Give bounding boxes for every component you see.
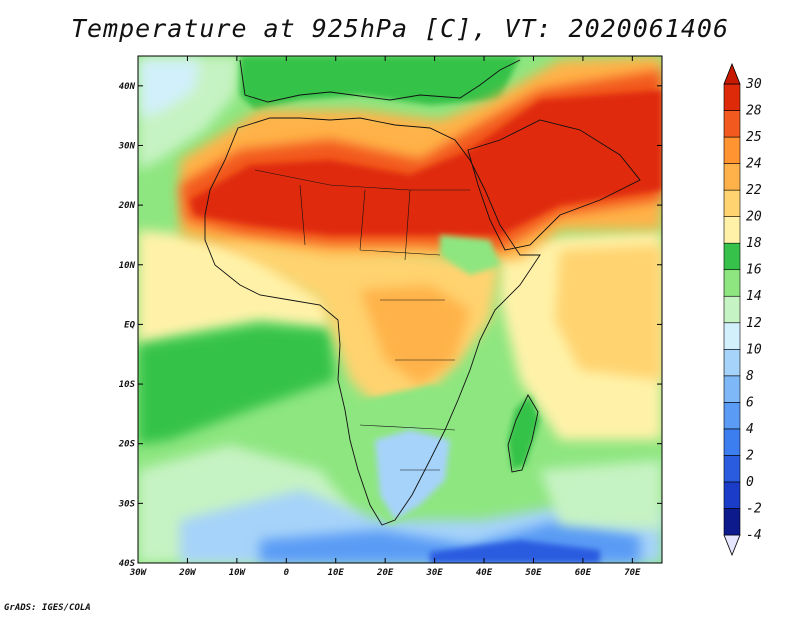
- colorbar-bin: [723, 455, 741, 483]
- colorbar-bin: [723, 216, 741, 244]
- colorbar-bin: [723, 428, 741, 456]
- field-indian-ocean-warmer: [555, 245, 662, 380]
- field-europe-green: [240, 56, 520, 110]
- colorbar-label: 10: [746, 342, 762, 357]
- lat-tick-label: 20N: [118, 201, 136, 211]
- lon-tick-label: 20W: [178, 568, 197, 578]
- colorbar-bin: [723, 269, 741, 297]
- field-madagascar-green: [508, 395, 540, 470]
- colorbar-label: 2: [746, 448, 754, 463]
- grads-credit: GrADS: IGES/COLA: [4, 603, 91, 613]
- colorbar-label: 6: [746, 395, 754, 410]
- colorbar-label: -2: [746, 501, 762, 516]
- lat-tick-label: 20S: [118, 440, 136, 450]
- colorbar-label: 30: [745, 77, 762, 92]
- colorbar-label: 28: [746, 104, 762, 119]
- lat-tick-label: EQ: [124, 320, 135, 330]
- colorbar-label: 14: [746, 289, 762, 304]
- map-title: Temperature at 925hPa [C], VT: 202006140…: [70, 14, 730, 43]
- colorbar-bin: [723, 242, 741, 271]
- arabia-coastline: [467, 119, 641, 251]
- colorbar-label: 16: [746, 263, 762, 278]
- lon-tick-label: 60E: [575, 568, 592, 578]
- colorbar-label: 4: [746, 422, 754, 437]
- colorbar-label: 25: [746, 130, 762, 145]
- temperature-field: [138, 56, 662, 563]
- colorbar-bin: [723, 348, 741, 377]
- lat-tick-label: 40N: [119, 82, 136, 92]
- colorbar-bin: [723, 508, 741, 536]
- lat-tick-label: 10S: [119, 380, 136, 390]
- colorbar-bin: [723, 83, 741, 111]
- field-tropical-atlantic-warm: [138, 230, 330, 345]
- colorbar-label: 22: [746, 183, 762, 198]
- lat-tick-label: 30S: [118, 499, 136, 509]
- lat-tick-label: 40S: [119, 559, 136, 569]
- colorbar-bin: [723, 402, 741, 430]
- field-east-africa-green: [440, 235, 500, 275]
- field-southern-africa-cold: [375, 430, 450, 520]
- lon-tick-label: 70E: [624, 568, 641, 578]
- plot-frame: [137, 55, 663, 564]
- coastlines: [204, 59, 641, 526]
- colorbar-bin: [723, 481, 741, 509]
- colorbar-label: 24: [746, 157, 762, 172]
- field-south-indian-pale: [540, 460, 662, 530]
- field-south-atlantic-mid: [138, 325, 335, 445]
- lon-tick-label: 50E: [525, 568, 542, 578]
- colorbar-label: 0: [746, 475, 754, 490]
- lon-tick-label: 10W: [229, 568, 247, 578]
- field-north-atlantic-cyan: [140, 60, 200, 118]
- colorbar-bin: [723, 322, 741, 350]
- colorbar-bin: [723, 110, 741, 138]
- colorbar-top-triangle: [723, 62, 741, 85]
- colorbar-label: 12: [746, 316, 762, 331]
- colorbar-label: 20: [746, 210, 762, 225]
- colorbar-bin: [723, 295, 741, 324]
- field-sahara-hottest: [190, 90, 662, 235]
- colorbar-bin: [723, 375, 741, 403]
- lon-tick-label: 10E: [328, 568, 345, 578]
- colorbar-bin: [723, 136, 741, 164]
- border-lines: [254, 169, 470, 471]
- lon-tick-label: 30E: [425, 568, 443, 578]
- lon-tick-label: 20E: [376, 568, 394, 578]
- field-south-ocean-coldest: [430, 540, 600, 563]
- colorbar-bin: [723, 163, 741, 191]
- lon-tick-label: 0: [284, 568, 290, 578]
- lat-tick-label: 10N: [119, 261, 136, 271]
- colorbar-label: -4: [746, 528, 762, 543]
- europe-coastline: [239, 59, 521, 103]
- colorbar-bottom-triangle: [723, 534, 741, 557]
- longitude-axis: 30W 20W 10W 0 10E 20E 30E 40E 50E 60E 70E: [129, 56, 641, 578]
- latitude-axis: 40N 30N 20N 10N EQ 10S 20S 30S 40S: [118, 82, 662, 569]
- colorbar-label: 8: [746, 369, 754, 384]
- lat-tick-label: 30N: [118, 141, 136, 151]
- africa-coastline: [204, 117, 541, 526]
- colorbar-bin: [723, 189, 741, 217]
- lon-tick-label: 40E: [476, 568, 493, 578]
- lon-tick-label: 30W: [129, 568, 148, 578]
- madagascar-coastline: [507, 394, 539, 473]
- colorbar-label: 18: [746, 236, 762, 251]
